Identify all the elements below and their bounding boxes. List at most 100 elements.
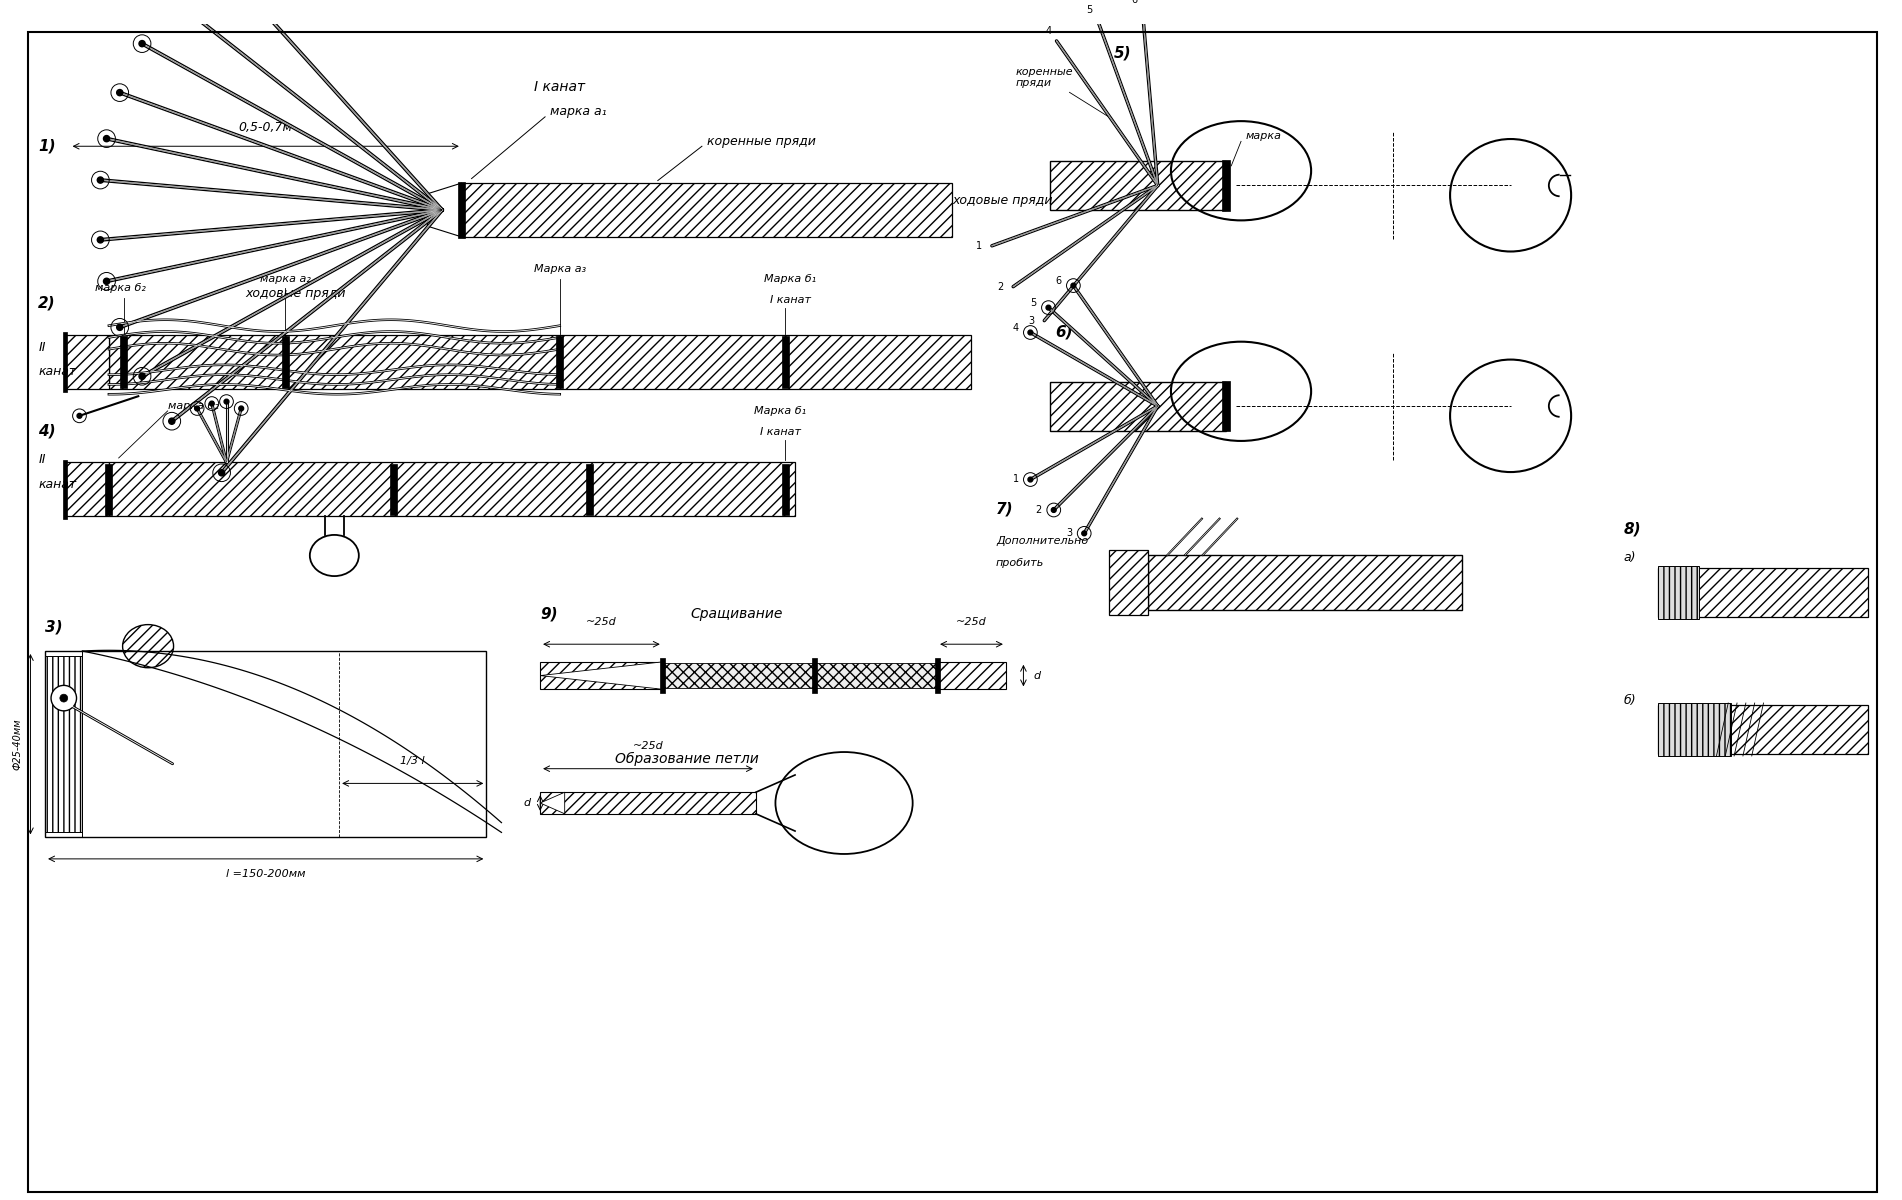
Text: d: d (523, 798, 531, 808)
Text: 6: 6 (1132, 0, 1137, 5)
Bar (782, 336, 789, 388)
Polygon shape (428, 184, 462, 236)
Bar (458, 181, 466, 239)
Text: Марка а₃: Марка а₃ (534, 264, 586, 274)
Bar (108, 335, 559, 389)
Text: коренные
пряди: коренные пряди (1016, 67, 1073, 89)
Circle shape (103, 278, 110, 284)
Circle shape (97, 176, 103, 184)
Bar (1149, 556, 1461, 610)
Text: 1: 1 (976, 241, 981, 251)
Text: 3: 3 (1029, 316, 1035, 325)
Bar (65, 335, 108, 389)
Text: 5): 5) (1113, 46, 1132, 61)
Circle shape (116, 324, 124, 330)
Text: а): а) (1622, 552, 1636, 564)
Text: марка: марка (1246, 132, 1282, 142)
Circle shape (139, 373, 145, 379)
Bar (1050, 161, 1227, 210)
Bar (46, 652, 487, 838)
Text: 6: 6 (1056, 276, 1061, 286)
Circle shape (1027, 330, 1033, 335)
Text: Марка б₁: Марка б₁ (755, 406, 806, 416)
Text: 1): 1) (38, 139, 55, 154)
Text: коренные пряди: коренные пряди (708, 134, 816, 148)
Text: ~25d: ~25d (633, 742, 664, 751)
Text: II: II (38, 341, 46, 354)
Bar (390, 463, 398, 515)
Text: 4: 4 (1046, 26, 1052, 36)
Text: Сращивание: Сращивание (690, 607, 782, 620)
Bar (662, 664, 938, 688)
Circle shape (240, 406, 243, 410)
Circle shape (59, 695, 68, 702)
Text: 2: 2 (1037, 505, 1042, 515)
Bar (934, 658, 940, 694)
Bar (782, 463, 789, 515)
Text: 8): 8) (1622, 521, 1641, 536)
Bar (65, 462, 108, 516)
Text: 4: 4 (1012, 323, 1019, 332)
Text: Дополнительно: Дополнительно (997, 536, 1088, 546)
Circle shape (139, 41, 145, 47)
Text: 7): 7) (997, 502, 1014, 516)
Text: 2: 2 (997, 282, 1004, 292)
Circle shape (51, 685, 76, 710)
Bar (46, 656, 82, 833)
Bar (281, 336, 289, 388)
Circle shape (219, 469, 224, 476)
Text: Ф25-40мм: Ф25-40мм (13, 719, 23, 770)
Circle shape (194, 406, 200, 410)
Circle shape (1027, 478, 1033, 482)
Bar (63, 460, 67, 518)
Circle shape (1071, 283, 1077, 288)
Text: 4): 4) (38, 424, 55, 438)
Bar (660, 658, 666, 694)
Circle shape (209, 401, 215, 406)
Bar (462, 184, 951, 236)
Circle shape (103, 136, 110, 142)
Bar (120, 336, 127, 388)
Text: 3): 3) (46, 619, 63, 634)
Text: 2): 2) (38, 295, 55, 311)
Bar (540, 662, 662, 689)
Text: 5: 5 (1031, 298, 1037, 307)
Text: 1: 1 (1012, 474, 1019, 485)
Bar (540, 792, 755, 814)
Circle shape (169, 0, 175, 2)
Bar (1109, 550, 1149, 614)
Text: б): б) (1622, 694, 1636, 707)
Text: канат: канат (38, 365, 76, 378)
Text: 5: 5 (1086, 5, 1092, 14)
Bar (105, 463, 112, 515)
Bar (1659, 568, 1868, 617)
Circle shape (97, 236, 103, 242)
Polygon shape (540, 662, 662, 689)
Text: Образование петли: Образование петли (616, 752, 759, 766)
Text: d: d (1033, 671, 1040, 680)
Text: ходовые пряди: ходовые пряди (951, 193, 1052, 206)
Text: ходовые пряди: ходовые пряди (245, 287, 346, 300)
Text: 0,5-0,7м: 0,5-0,7м (240, 121, 293, 134)
Bar (557, 336, 563, 388)
Text: марка а₂: марка а₂ (261, 274, 310, 283)
Text: марка б₂: марка б₂ (167, 401, 219, 412)
Bar (586, 463, 593, 515)
Text: пробить: пробить (997, 558, 1044, 568)
Circle shape (1082, 530, 1086, 535)
Bar (1223, 160, 1231, 211)
Text: 9): 9) (540, 606, 557, 622)
Text: 1/3 l: 1/3 l (401, 756, 424, 766)
Text: 3: 3 (1067, 528, 1073, 539)
Bar (1659, 703, 1731, 756)
Text: II: II (38, 454, 46, 467)
Circle shape (1052, 508, 1056, 512)
Bar (812, 658, 818, 694)
Text: Марка б₁: Марка б₁ (765, 274, 816, 283)
Text: l =150-200мм: l =150-200мм (226, 869, 306, 878)
Text: I канат: I канат (770, 295, 810, 305)
Bar (1659, 565, 1698, 619)
Text: канат: канат (38, 478, 76, 491)
Bar (1223, 380, 1231, 432)
Bar (1050, 382, 1227, 431)
